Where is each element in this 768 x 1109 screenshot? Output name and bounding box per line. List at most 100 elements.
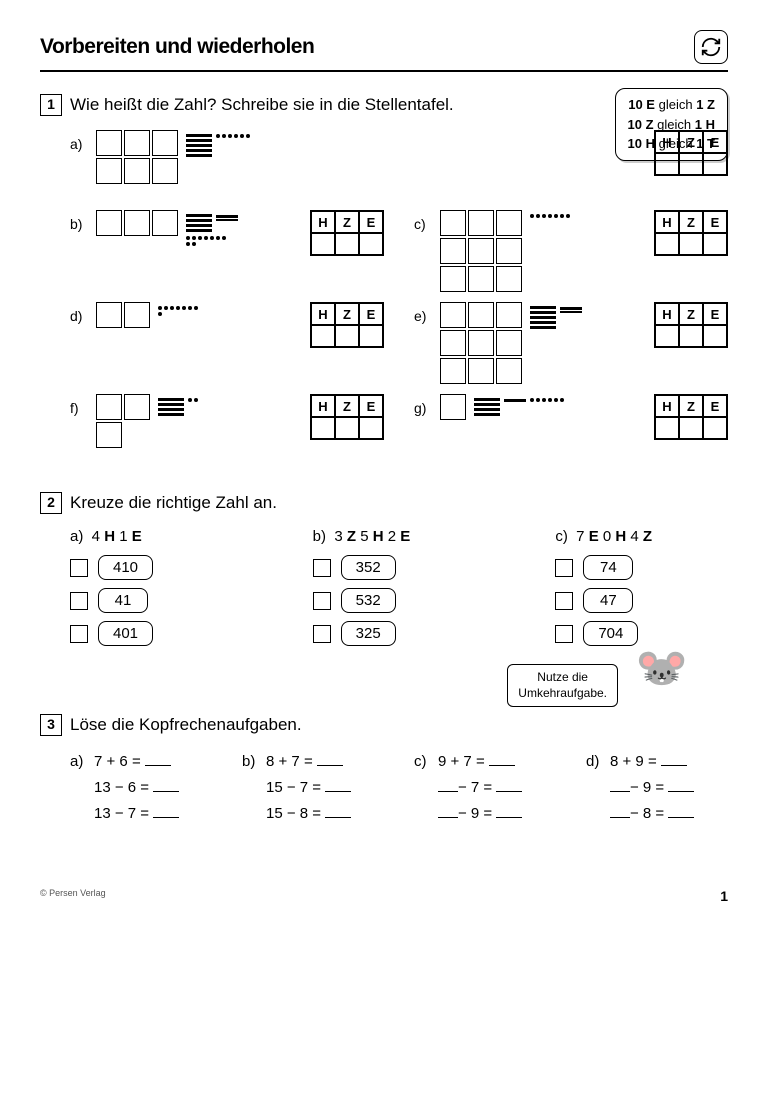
hze-input[interactable] (703, 233, 727, 255)
hze-input[interactable] (311, 233, 335, 255)
hze-input[interactable] (679, 417, 703, 439)
hze-input[interactable] (655, 233, 679, 255)
task3-col-1: b) 8 + 7 = 15 − 7 = 15 − 8 = (242, 750, 384, 828)
answer-blank[interactable] (145, 750, 171, 766)
answer-value: 47 (583, 588, 633, 613)
task1-item-e: e) HZE (414, 302, 728, 384)
equation-text: 15 − 8 = (266, 805, 321, 822)
operand-blank[interactable] (438, 776, 458, 792)
task3-equation: 15 − 7 = (242, 776, 384, 796)
answer-blank[interactable] (317, 750, 343, 766)
checkbox[interactable] (313, 592, 331, 610)
hze-input[interactable] (311, 417, 335, 439)
equation-text: 8 + 7 = (266, 753, 313, 770)
checkbox[interactable] (555, 625, 573, 643)
hze-input[interactable] (335, 417, 359, 439)
checkbox[interactable] (70, 625, 88, 643)
answer-value: 704 (583, 621, 638, 646)
hze-input[interactable] (335, 233, 359, 255)
task2-col-1: b) 3 Z 5 H 2 E 352 532 325 (313, 528, 486, 654)
answer-blank[interactable] (325, 802, 351, 818)
task1-body: a) HZE b) HZE c) HZE d) HZE e) (40, 130, 728, 464)
answer-blank[interactable] (668, 776, 694, 792)
hze-table: HZE (654, 302, 728, 348)
task3-equation: − 9 = (586, 776, 728, 796)
item-label: f) (70, 394, 88, 416)
task3-equation: c) 9 + 7 = (414, 750, 556, 770)
hze-input[interactable] (679, 325, 703, 347)
hze-table: HZE (654, 394, 728, 440)
task2-option: 325 (313, 621, 486, 646)
task1-item-a: a) HZE (70, 130, 728, 200)
checkbox[interactable] (555, 592, 573, 610)
answer-blank[interactable] (668, 802, 694, 818)
hze-header: E (359, 395, 383, 417)
hze-header: E (703, 395, 727, 417)
answer-blank[interactable] (661, 750, 687, 766)
equation-text: − 7 = (438, 776, 492, 796)
ten-lines (504, 398, 526, 403)
hze-table: HZE (654, 210, 728, 256)
hze-header: Z (335, 303, 359, 325)
checkbox[interactable] (70, 559, 88, 577)
hze-input[interactable] (655, 417, 679, 439)
hze-input[interactable] (703, 417, 727, 439)
task2-option: 352 (313, 555, 486, 580)
hze-input[interactable] (335, 325, 359, 347)
hint-box: Nutze die Umkehraufgabe. (507, 664, 618, 707)
operand-blank[interactable] (610, 776, 630, 792)
hze-input[interactable] (679, 153, 703, 175)
task3-equation: a) 7 + 6 = (70, 750, 212, 770)
ten-bars (530, 306, 556, 329)
task2-option: 410 (70, 555, 243, 580)
recycle-icon (694, 30, 728, 64)
unit-dots (186, 236, 226, 246)
hze-input[interactable] (703, 153, 727, 175)
answer-value: 74 (583, 555, 633, 580)
footer: © Persen Verlag 1 (40, 888, 728, 904)
answer-blank[interactable] (489, 750, 515, 766)
checkbox[interactable] (313, 625, 331, 643)
answer-blank[interactable] (153, 802, 179, 818)
answer-blank[interactable] (153, 776, 179, 792)
hze-input[interactable] (655, 325, 679, 347)
operand-blank[interactable] (438, 802, 458, 818)
task1-item-g: g) HZE (414, 394, 728, 464)
task2-question: a) 4 H 1 E (70, 528, 243, 545)
task2-option: 47 (555, 588, 728, 613)
hze-input[interactable] (359, 325, 383, 347)
hze-input[interactable] (655, 153, 679, 175)
hundred-blocks (440, 210, 522, 292)
task2-num: 2 (40, 492, 62, 514)
hze-header: Z (335, 211, 359, 233)
answer-blank[interactable] (496, 776, 522, 792)
equation-text: − 9 = (610, 776, 664, 796)
checkbox[interactable] (313, 559, 331, 577)
task3-equation: − 7 = (414, 776, 556, 796)
checkbox[interactable] (555, 559, 573, 577)
hze-header: H (311, 395, 335, 417)
answer-blank[interactable] (496, 802, 522, 818)
task1-num: 1 (40, 94, 62, 116)
operand-blank[interactable] (610, 802, 630, 818)
hze-header: E (703, 131, 727, 153)
equation-text: 15 − 7 = (266, 779, 321, 796)
hze-input[interactable] (359, 233, 383, 255)
answer-blank[interactable] (325, 776, 351, 792)
answer-value: 325 (341, 621, 396, 646)
hundred-blocks (440, 302, 522, 384)
ten-bars (158, 398, 184, 416)
checkbox[interactable] (70, 592, 88, 610)
hze-input[interactable] (679, 233, 703, 255)
hze-input[interactable] (703, 325, 727, 347)
hze-header: Z (679, 303, 703, 325)
hze-header: H (655, 131, 679, 153)
task2-option: 401 (70, 621, 243, 646)
unit-dots (216, 134, 250, 138)
hze-input[interactable] (359, 417, 383, 439)
task2-option: 704 (555, 621, 728, 646)
task2-option: 41 (70, 588, 243, 613)
hundred-blocks (440, 394, 466, 420)
hze-table: HZE (654, 130, 728, 176)
hze-input[interactable] (311, 325, 335, 347)
